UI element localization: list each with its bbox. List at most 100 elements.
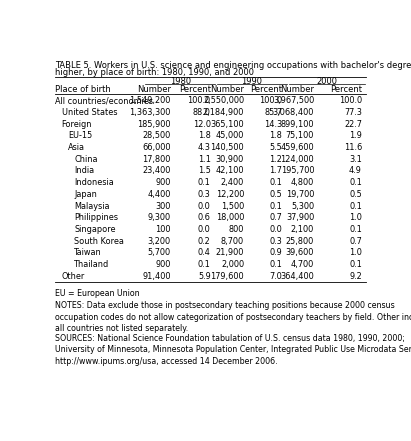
Text: 2,550,000: 2,550,000 <box>203 96 244 105</box>
Text: 1.8: 1.8 <box>198 131 210 140</box>
Text: 5,700: 5,700 <box>148 248 171 258</box>
Text: Place of birth: Place of birth <box>55 85 111 93</box>
Text: 4.9: 4.9 <box>349 167 362 176</box>
Text: 0.1: 0.1 <box>349 225 362 234</box>
Text: 42,100: 42,100 <box>216 167 244 176</box>
Text: 0.0: 0.0 <box>270 225 282 234</box>
Text: 12,200: 12,200 <box>216 190 244 199</box>
Text: 1.7: 1.7 <box>270 167 282 176</box>
Text: 459,600: 459,600 <box>281 143 314 152</box>
Text: 1980: 1980 <box>170 77 191 86</box>
Text: 2,400: 2,400 <box>221 178 244 187</box>
Text: 91,400: 91,400 <box>142 272 171 281</box>
Text: Singapore: Singapore <box>74 225 116 234</box>
Text: 0.6: 0.6 <box>198 213 210 222</box>
Text: 3,967,500: 3,967,500 <box>273 96 314 105</box>
Text: 2000: 2000 <box>316 77 337 86</box>
Text: 4.3: 4.3 <box>198 143 210 152</box>
Text: 1,500: 1,500 <box>221 202 244 211</box>
Text: 0.1: 0.1 <box>270 260 282 269</box>
Text: Foreign: Foreign <box>62 120 92 129</box>
Text: 900: 900 <box>155 178 171 187</box>
Text: 7.0: 7.0 <box>270 272 282 281</box>
Text: NOTES: Data exclude those in postsecondary teaching positions because 2000 censu: NOTES: Data exclude those in postseconda… <box>55 302 411 333</box>
Text: 1.9: 1.9 <box>349 131 362 140</box>
Text: 300: 300 <box>155 202 171 211</box>
Text: Other: Other <box>62 272 85 281</box>
Text: Number: Number <box>210 85 244 93</box>
Text: 85.7: 85.7 <box>264 108 282 117</box>
Text: 30,900: 30,900 <box>216 155 244 164</box>
Text: 18,000: 18,000 <box>216 213 244 222</box>
Text: 0.3: 0.3 <box>198 190 210 199</box>
Text: 11.6: 11.6 <box>344 143 362 152</box>
Text: 0.1: 0.1 <box>270 178 282 187</box>
Text: Number: Number <box>280 85 314 93</box>
Text: 4,400: 4,400 <box>148 190 171 199</box>
Text: Percent: Percent <box>179 85 210 93</box>
Text: 140,500: 140,500 <box>210 143 244 152</box>
Text: South Korea: South Korea <box>74 237 124 246</box>
Text: Japan: Japan <box>74 190 97 199</box>
Text: 45,000: 45,000 <box>216 131 244 140</box>
Text: 1,549,200: 1,549,200 <box>129 96 171 105</box>
Text: 75,100: 75,100 <box>286 131 314 140</box>
Text: 1.0: 1.0 <box>349 248 362 258</box>
Text: 0.7: 0.7 <box>349 237 362 246</box>
Text: Malaysia: Malaysia <box>74 202 110 211</box>
Text: 5.9: 5.9 <box>198 272 210 281</box>
Text: 0.0: 0.0 <box>198 225 210 234</box>
Text: 0.1: 0.1 <box>198 178 210 187</box>
Text: Percent: Percent <box>330 85 362 93</box>
Text: 9.2: 9.2 <box>349 272 362 281</box>
Text: 8,700: 8,700 <box>221 237 244 246</box>
Text: China: China <box>74 155 98 164</box>
Text: 5.5: 5.5 <box>270 143 282 152</box>
Text: 4,700: 4,700 <box>291 260 314 269</box>
Text: EU = European Union: EU = European Union <box>55 288 140 298</box>
Text: EU-15: EU-15 <box>68 131 92 140</box>
Text: 12.0: 12.0 <box>193 120 210 129</box>
Text: Asia: Asia <box>68 143 85 152</box>
Text: 900: 900 <box>155 260 171 269</box>
Text: 899,100: 899,100 <box>281 120 314 129</box>
Text: 2,100: 2,100 <box>291 225 314 234</box>
Text: 100.0: 100.0 <box>259 96 282 105</box>
Text: 179,600: 179,600 <box>210 272 244 281</box>
Text: 19,700: 19,700 <box>286 190 314 199</box>
Text: 0.5: 0.5 <box>270 190 282 199</box>
Text: 0.1: 0.1 <box>349 178 362 187</box>
Text: 0.1: 0.1 <box>349 202 362 211</box>
Text: 21,900: 21,900 <box>216 248 244 258</box>
Text: 0.3: 0.3 <box>270 237 282 246</box>
Text: 800: 800 <box>229 225 244 234</box>
Text: 1.1: 1.1 <box>198 155 210 164</box>
Text: 0.1: 0.1 <box>270 202 282 211</box>
Text: United States: United States <box>62 108 117 117</box>
Text: 0.7: 0.7 <box>270 213 282 222</box>
Text: 185,900: 185,900 <box>137 120 171 129</box>
Text: 0.1: 0.1 <box>349 260 362 269</box>
Text: India: India <box>74 167 95 176</box>
Text: SOURCES: National Science Foundation tabulation of U.S. census data 1980, 1990, : SOURCES: National Science Foundation tab… <box>55 334 411 366</box>
Text: Philippines: Philippines <box>74 213 118 222</box>
Text: 100: 100 <box>155 225 171 234</box>
Text: 88.0: 88.0 <box>193 108 210 117</box>
Text: 3,200: 3,200 <box>148 237 171 246</box>
Text: 23,400: 23,400 <box>143 167 171 176</box>
Text: Taiwan: Taiwan <box>74 248 102 258</box>
Text: Number: Number <box>137 85 171 93</box>
Text: 100.0: 100.0 <box>187 96 210 105</box>
Text: 365,100: 365,100 <box>210 120 244 129</box>
Text: 1.8: 1.8 <box>270 131 282 140</box>
Text: 1.5: 1.5 <box>198 167 210 176</box>
Text: 1.2: 1.2 <box>270 155 282 164</box>
Text: 17,800: 17,800 <box>143 155 171 164</box>
Text: 0.1: 0.1 <box>198 260 210 269</box>
Text: 0.9: 0.9 <box>270 248 282 258</box>
Text: 0.4: 0.4 <box>198 248 210 258</box>
Text: 0.5: 0.5 <box>349 190 362 199</box>
Text: 2,000: 2,000 <box>221 260 244 269</box>
Text: 1,363,300: 1,363,300 <box>129 108 171 117</box>
Text: 0.2: 0.2 <box>198 237 210 246</box>
